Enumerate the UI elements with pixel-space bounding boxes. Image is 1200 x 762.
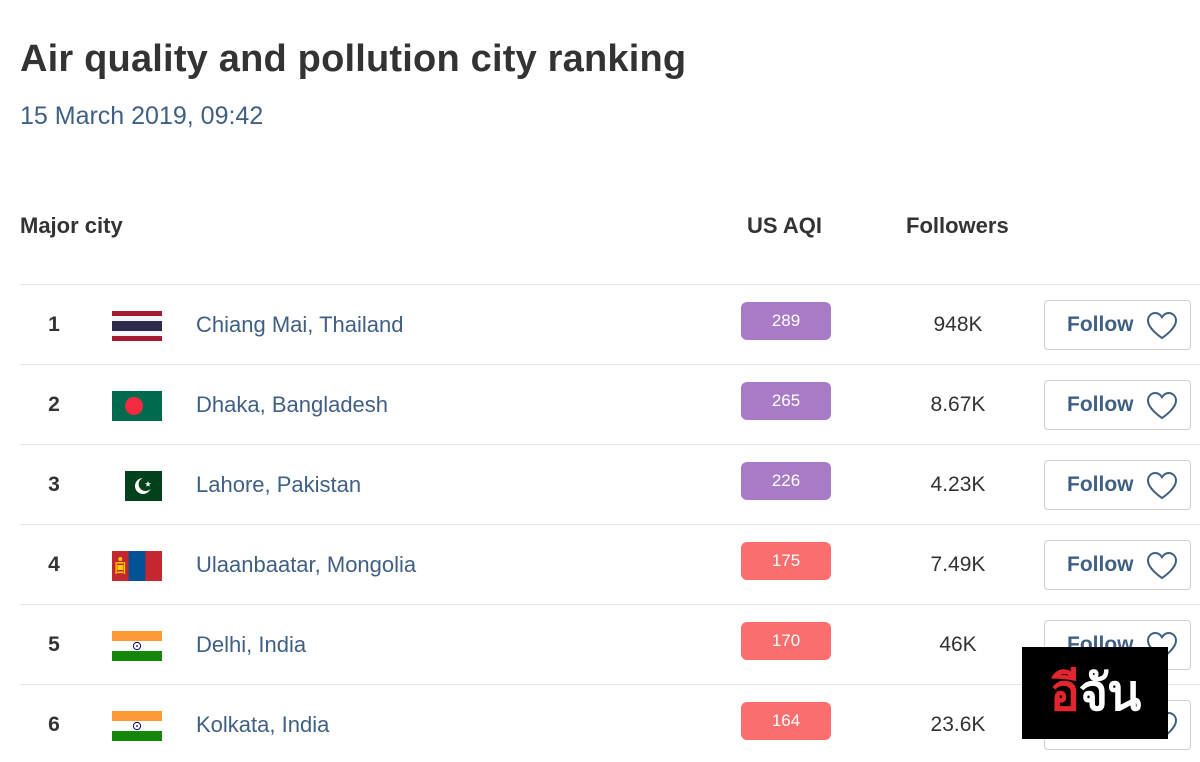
followers-count: 46K xyxy=(939,633,977,656)
header-us-aqi: US AQI xyxy=(747,213,822,238)
city-link[interactable]: Dhaka, Bangladesh xyxy=(196,392,389,417)
rank-number: 2 xyxy=(48,393,60,416)
ranking-datetime: 15 March 2019, 09:42 xyxy=(20,102,264,130)
heart-icon xyxy=(1146,471,1177,499)
follow-button-label: Follow xyxy=(1067,393,1134,416)
city-link[interactable]: Kolkata, India xyxy=(196,712,330,737)
heart-icon xyxy=(1146,631,1177,659)
followers-count: 23.6K xyxy=(930,713,986,736)
bangladesh-flag-icon xyxy=(112,391,162,421)
followers-count: 8.67K xyxy=(930,393,986,416)
india-flag-icon xyxy=(112,711,162,741)
aqi-badge: 164 xyxy=(741,702,831,740)
aqi-badge: 226 xyxy=(741,462,831,500)
followers-count: 7.49K xyxy=(930,553,986,576)
follow-button[interactable]: Follow xyxy=(1044,380,1191,430)
table-header: Major city US AQI Followers xyxy=(20,195,1200,285)
mongolia-flag-icon xyxy=(112,551,162,581)
heart-icon xyxy=(1146,391,1177,419)
table-row: 3 Lahore, Pakistan 226 4.23K Follow xyxy=(20,445,1200,525)
follow-button-label: Follow xyxy=(1067,553,1134,576)
rank-number: 1 xyxy=(48,313,60,336)
watermark-text-red: อี xyxy=(1049,664,1080,721)
city-link[interactable]: Chiang Mai, Thailand xyxy=(196,312,404,337)
rank-number: 6 xyxy=(48,713,60,736)
rank-number: 3 xyxy=(48,473,60,496)
pakistan-flag-icon xyxy=(112,471,162,501)
heart-icon xyxy=(1146,311,1177,339)
watermark-text-white: จัน xyxy=(1078,664,1141,721)
rank-number: 4 xyxy=(48,553,60,576)
follow-button[interactable]: Follow xyxy=(1044,300,1191,350)
follow-button-label: Follow xyxy=(1067,313,1134,336)
header-followers: Followers xyxy=(906,213,1009,238)
follow-button-label: Follow xyxy=(1067,473,1134,496)
table-row: 1 Chiang Mai, Thailand 289 948K Follow xyxy=(20,285,1200,365)
table-row: 2 Dhaka, Bangladesh 265 8.67K Follow xyxy=(20,365,1200,445)
heart-icon xyxy=(1146,551,1177,579)
page-title: Air quality and pollution city ranking xyxy=(20,38,687,80)
header-major-city: Major city xyxy=(20,213,123,238)
follow-button[interactable]: Follow xyxy=(1044,460,1191,510)
india-flag-icon xyxy=(112,631,162,661)
rank-number: 5 xyxy=(48,633,60,656)
table-row: 4 Ulaanbaatar, Mongolia 175 7.49K Follow xyxy=(20,525,1200,605)
follow-button[interactable]: Follow xyxy=(1044,540,1191,590)
city-link[interactable]: Ulaanbaatar, Mongolia xyxy=(196,552,417,577)
city-link[interactable]: Lahore, Pakistan xyxy=(196,472,362,497)
aqi-badge: 289 xyxy=(741,302,831,340)
thailand-flag-icon xyxy=(112,311,162,341)
followers-count: 948K xyxy=(933,313,983,336)
city-link[interactable]: Delhi, India xyxy=(196,632,307,657)
aqi-badge: 170 xyxy=(741,622,831,660)
aqi-badge: 265 xyxy=(741,382,831,420)
watermark-logo: อี จัน xyxy=(1022,647,1168,739)
aqi-badge: 175 xyxy=(741,542,831,580)
followers-count: 4.23K xyxy=(930,473,986,496)
